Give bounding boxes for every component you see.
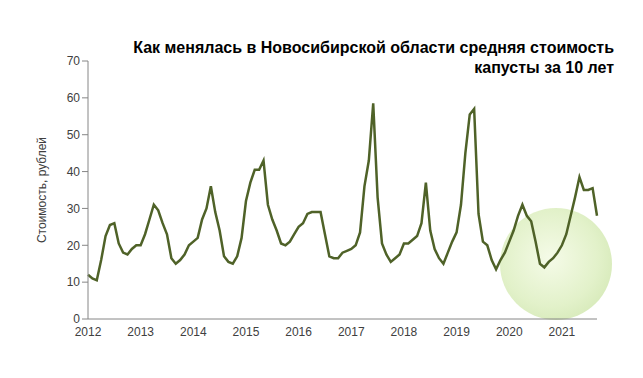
- svg-text:10: 10: [67, 275, 81, 289]
- svg-text:2012: 2012: [75, 325, 102, 339]
- svg-text:50: 50: [67, 128, 81, 142]
- svg-text:2021: 2021: [549, 325, 576, 339]
- svg-text:2014: 2014: [180, 325, 207, 339]
- svg-text:2019: 2019: [443, 325, 470, 339]
- svg-text:70: 70: [67, 54, 81, 68]
- svg-text:0: 0: [73, 312, 80, 326]
- html-text:Как менялась в Новосибирской о: Как менялась в Новосибирской области сре…: [133, 39, 614, 76]
- svg-text:40: 40: [67, 165, 81, 179]
- svg-text:2018: 2018: [391, 325, 418, 339]
- svg-text:2013: 2013: [127, 325, 154, 339]
- svg-text:30: 30: [67, 202, 81, 216]
- svg-text:2016: 2016: [285, 325, 312, 339]
- svg-text:2015: 2015: [233, 325, 260, 339]
- svg-text:60: 60: [67, 91, 81, 105]
- svg-text:Стоимость, рублей: Стоимость, рублей: [35, 137, 49, 243]
- svg-text:2017: 2017: [338, 325, 365, 339]
- svg-text:2020: 2020: [496, 325, 523, 339]
- svg-text:20: 20: [67, 239, 81, 253]
